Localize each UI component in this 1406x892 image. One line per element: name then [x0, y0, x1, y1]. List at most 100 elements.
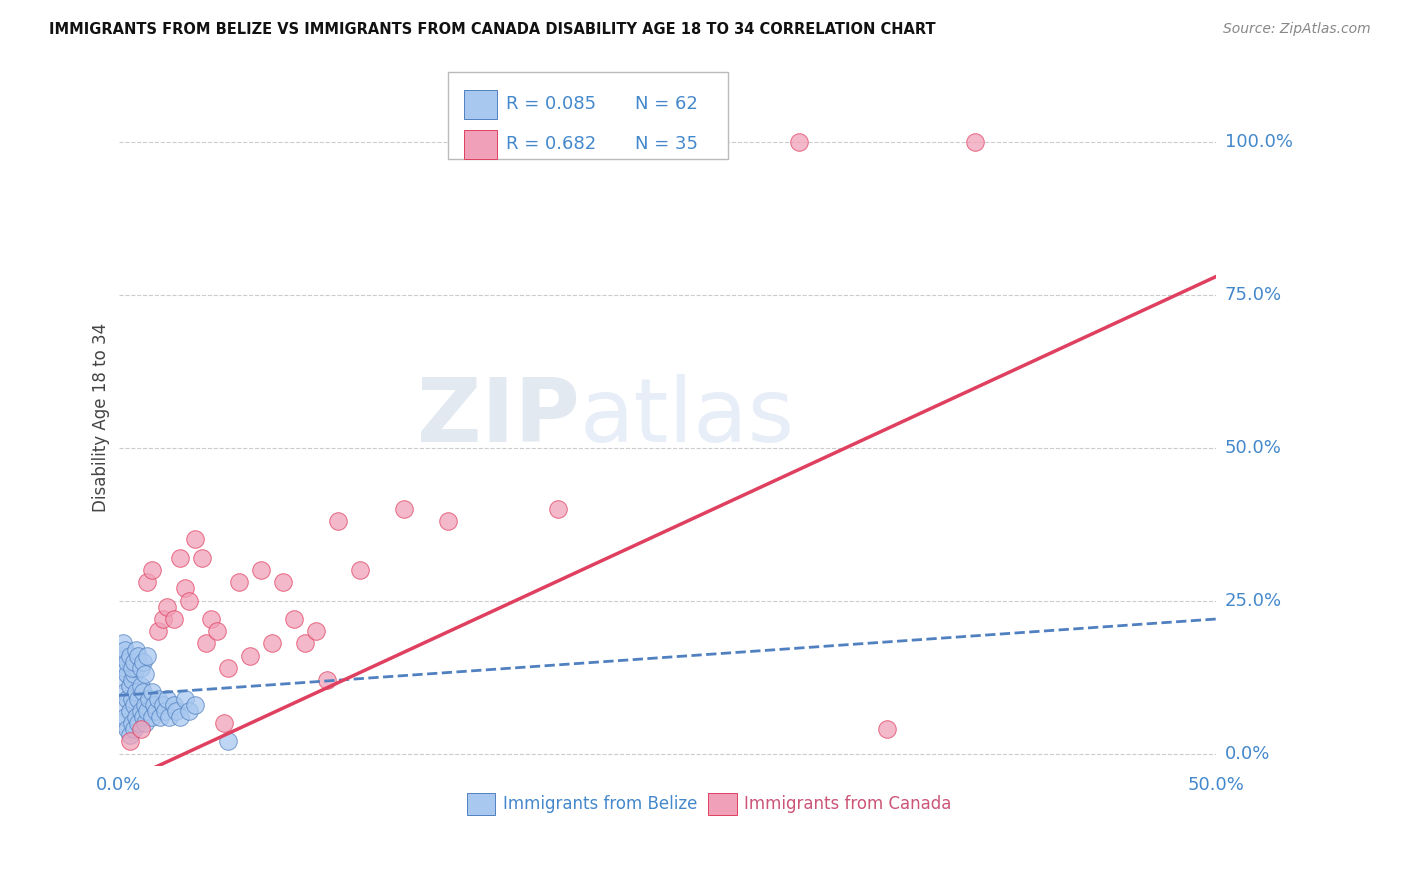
- Point: [184, 698, 207, 712]
- Point: [122, 722, 145, 736]
- Point: [121, 716, 143, 731]
- Point: [392, 502, 415, 516]
- Point: [349, 563, 371, 577]
- Text: 0.0%: 0.0%: [1225, 745, 1270, 763]
- Point: [207, 624, 229, 639]
- Point: [138, 691, 160, 706]
- Text: 50.0%: 50.0%: [1225, 439, 1281, 457]
- Point: [112, 698, 135, 712]
- Point: [283, 612, 305, 626]
- Point: [125, 685, 148, 699]
- Point: [118, 655, 141, 669]
- Point: [117, 691, 139, 706]
- Point: [110, 648, 132, 663]
- Text: 75.0%: 75.0%: [1225, 285, 1282, 304]
- Text: N = 35: N = 35: [634, 136, 697, 153]
- Point: [169, 710, 191, 724]
- Point: [152, 612, 174, 626]
- Text: 25.0%: 25.0%: [1225, 591, 1282, 609]
- Point: [262, 636, 284, 650]
- Point: [114, 710, 136, 724]
- Point: [328, 514, 350, 528]
- Point: [127, 648, 149, 663]
- Point: [217, 661, 239, 675]
- Point: [173, 691, 195, 706]
- Point: [142, 698, 165, 712]
- Point: [149, 710, 172, 724]
- Text: Source: ZipAtlas.com: Source: ZipAtlas.com: [1223, 22, 1371, 37]
- Point: [191, 550, 214, 565]
- Point: [294, 636, 316, 650]
- Point: [228, 575, 250, 590]
- Point: [121, 661, 143, 675]
- Point: [876, 722, 898, 736]
- Point: [152, 698, 174, 712]
- Point: [114, 685, 136, 699]
- Point: [200, 612, 222, 626]
- Point: [127, 691, 149, 706]
- Point: [134, 667, 156, 681]
- Point: [547, 502, 569, 516]
- Point: [136, 648, 159, 663]
- Point: [110, 716, 132, 731]
- Point: [129, 722, 152, 736]
- FancyBboxPatch shape: [464, 130, 498, 159]
- Point: [122, 655, 145, 669]
- Point: [156, 599, 179, 614]
- Point: [162, 698, 184, 712]
- Point: [112, 673, 135, 688]
- Point: [169, 550, 191, 565]
- Text: R = 0.085: R = 0.085: [506, 95, 596, 113]
- Point: [127, 716, 149, 731]
- Point: [125, 642, 148, 657]
- Point: [195, 636, 218, 650]
- Text: Immigrants from Canada: Immigrants from Canada: [744, 795, 952, 814]
- Point: [134, 716, 156, 731]
- Point: [134, 698, 156, 712]
- Point: [114, 642, 136, 657]
- Point: [153, 704, 176, 718]
- Point: [217, 734, 239, 748]
- Point: [117, 667, 139, 681]
- Point: [118, 648, 141, 663]
- Point: [148, 624, 170, 639]
- Point: [173, 582, 195, 596]
- FancyBboxPatch shape: [464, 90, 498, 119]
- FancyBboxPatch shape: [467, 793, 495, 815]
- Point: [271, 575, 294, 590]
- Text: R = 0.682: R = 0.682: [506, 136, 596, 153]
- Point: [125, 661, 148, 675]
- Text: ZIP: ZIP: [418, 374, 579, 460]
- Point: [118, 679, 141, 693]
- Point: [136, 704, 159, 718]
- Text: N = 62: N = 62: [634, 95, 697, 113]
- Point: [305, 624, 328, 639]
- Point: [184, 533, 207, 547]
- Point: [112, 636, 135, 650]
- Point: [114, 661, 136, 675]
- FancyBboxPatch shape: [449, 72, 728, 159]
- Point: [118, 704, 141, 718]
- Text: Immigrants from Belize: Immigrants from Belize: [503, 795, 697, 814]
- Point: [162, 612, 184, 626]
- Point: [250, 563, 273, 577]
- Y-axis label: Disability Age 18 to 34: Disability Age 18 to 34: [93, 323, 110, 512]
- Point: [118, 728, 141, 742]
- Point: [129, 661, 152, 675]
- Point: [132, 710, 155, 724]
- Point: [118, 734, 141, 748]
- Point: [121, 691, 143, 706]
- Point: [157, 710, 180, 724]
- Point: [129, 679, 152, 693]
- Point: [129, 704, 152, 718]
- Point: [177, 593, 200, 607]
- Point: [125, 710, 148, 724]
- Point: [121, 673, 143, 688]
- Point: [145, 704, 167, 718]
- Text: atlas: atlas: [579, 374, 794, 460]
- Point: [165, 704, 187, 718]
- Point: [141, 710, 163, 724]
- Point: [117, 655, 139, 669]
- FancyBboxPatch shape: [709, 793, 737, 815]
- Point: [122, 667, 145, 681]
